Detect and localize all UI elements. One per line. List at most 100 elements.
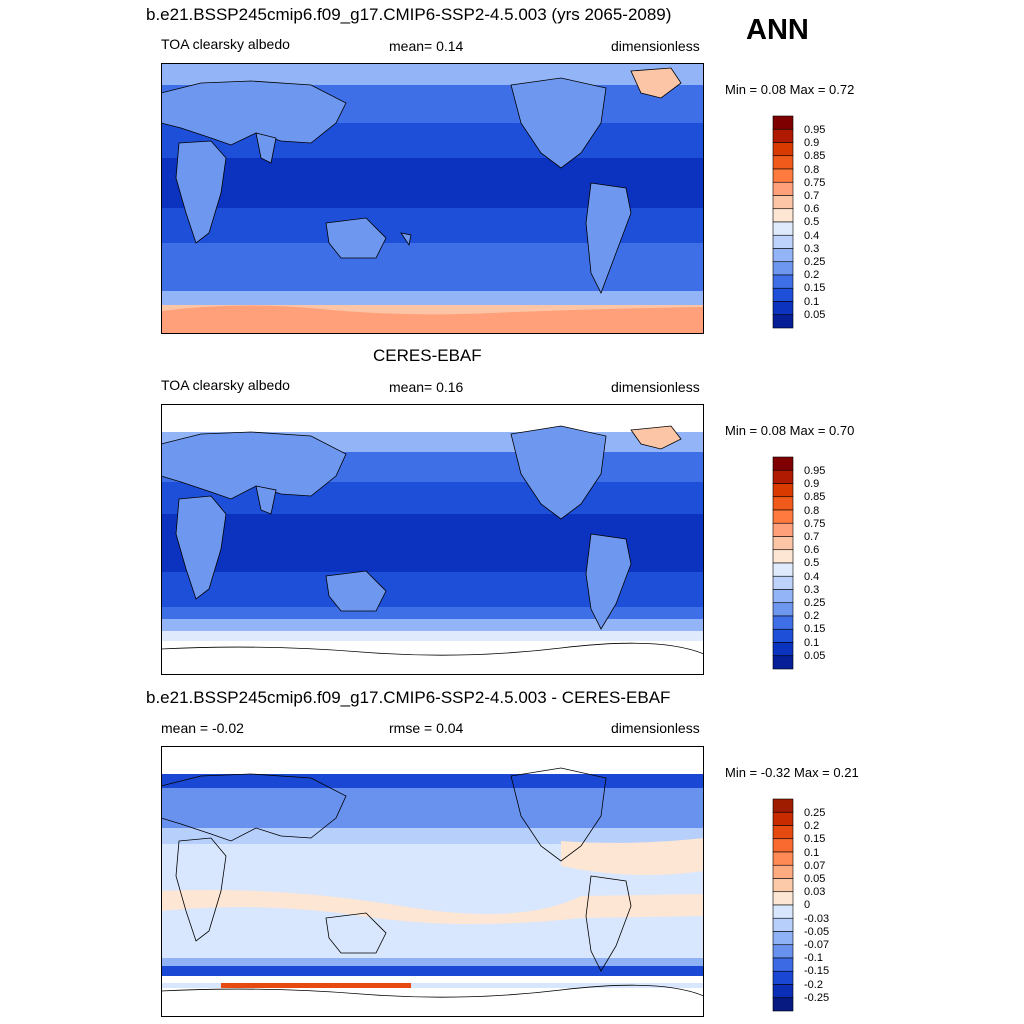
- colorbar-model-swatch: [772, 115, 794, 130]
- colorbar-model-swatch: [772, 208, 794, 223]
- colorbar-model-tick: 0.1: [804, 296, 820, 308]
- colorbar-model-swatch: [772, 181, 794, 196]
- colorbar-model-swatch: [772, 287, 794, 302]
- colorbar-model-tick: 0.9: [804, 137, 820, 149]
- panel3-rmse-label: rmse = 0.04: [389, 720, 464, 736]
- map-panel-model: [161, 63, 704, 334]
- colorbar-model-swatch: [772, 274, 794, 289]
- colorbar-diff-swatch: [772, 997, 794, 1012]
- plot-title-model: b.e21.BSSP245cmip6.f09_g17.CMIP6-SSP2-4.…: [146, 5, 672, 24]
- colorbar-diff-tick: 0.03: [804, 886, 826, 898]
- colorbar-model-tick: 0.85: [804, 150, 826, 162]
- colorbar-diff-swatch: [772, 811, 794, 826]
- colorbar-diff-tick: -0.07: [804, 939, 830, 951]
- colorbar-obs-swatch: [772, 469, 794, 484]
- colorbar-diff-tick: -0.03: [804, 913, 830, 925]
- colorbar-diff-swatch: [772, 984, 794, 999]
- colorbar-obs-swatch: [772, 536, 794, 551]
- colorbar-obs-tick: 0.3: [804, 584, 820, 596]
- colorbar-diff-swatch: [772, 878, 794, 893]
- colorbar-obs-swatch: [772, 562, 794, 577]
- colorbar-model-tick: 0.4: [804, 230, 820, 242]
- colorbar-obs-tick: 0.95: [804, 465, 826, 477]
- colorbar-model-swatches: [772, 115, 794, 329]
- colorbar-obs-swatch: [772, 522, 794, 537]
- colorbar-obs-tick: 0.8: [804, 505, 820, 517]
- colorbar-obs-swatch: [772, 509, 794, 524]
- colorbar-model-tick: 0.15: [804, 282, 826, 294]
- colorbar-obs-swatch: [772, 549, 794, 564]
- colorbar-model-tick: 0.3: [804, 243, 820, 255]
- colorbar-model-swatch: [772, 142, 794, 157]
- colorbar-diff-swatch: [772, 825, 794, 840]
- colorbar-model-swatch: [772, 234, 794, 249]
- colorbar-model-tick: 0.6: [804, 203, 820, 215]
- colorbar-obs-tick: 0.2: [804, 610, 820, 622]
- colorbar-obs-swatch: [772, 589, 794, 604]
- colorbar-diff-swatch: [772, 891, 794, 906]
- colorbar-obs-tick: 0.15: [804, 623, 826, 635]
- panel1-units-label: dimensionless: [611, 38, 700, 54]
- colorbar-diff-swatch: [772, 957, 794, 972]
- colorbar-diff-tick: 0.05: [804, 873, 826, 885]
- colorbar-model-tick: 0.7: [804, 190, 820, 202]
- colorbar-obs-swatch: [772, 615, 794, 630]
- colorbar-diff-tick: -0.05: [804, 926, 830, 938]
- colorbar-model-tick: 0.5: [804, 216, 820, 228]
- colorbar-obs-swatch: [772, 628, 794, 643]
- colorbar-obs-tick: 0.1: [804, 637, 820, 649]
- colorbar-model-swatch: [772, 155, 794, 170]
- colorbar-diff-tick: -0.1: [804, 952, 823, 964]
- panel2-minmax: Min = 0.08 Max = 0.70: [725, 423, 855, 438]
- colorbar-diff-tick: 0.2: [804, 820, 820, 832]
- colorbar-diff-swatch: [772, 838, 794, 853]
- plot-title-obs: CERES-EBAF: [373, 346, 482, 365]
- panel2-variable-label: TOA clearsky albedo: [161, 377, 290, 393]
- map-model: [161, 63, 704, 334]
- colorbar-obs-swatches: [772, 456, 794, 670]
- colorbar-model-tick: 0.75: [804, 177, 826, 189]
- season-label: ANN: [746, 14, 809, 46]
- colorbar-model-swatch: [772, 314, 794, 329]
- map-obs: [161, 404, 704, 675]
- colorbar-obs-swatch: [772, 483, 794, 498]
- colorbar-model-tick: 0.05: [804, 309, 826, 321]
- colorbar-diff-swatch: [772, 904, 794, 919]
- colorbar-obs-swatch: [772, 602, 794, 617]
- colorbar-obs-swatch: [772, 642, 794, 657]
- colorbar-model-swatch: [772, 261, 794, 276]
- plot-title-diff: b.e21.BSSP245cmip6.f09_g17.CMIP6-SSP2-4.…: [146, 688, 671, 707]
- colorbar-diff-swatch: [772, 944, 794, 959]
- colorbar-diff-swatch: [772, 798, 794, 813]
- colorbar-diff-swatch: [772, 917, 794, 932]
- colorbar-obs-swatch: [772, 456, 794, 471]
- colorbar-obs-swatch: [772, 575, 794, 590]
- colorbar-diff-tick: 0.07: [804, 860, 826, 872]
- map-panel-diff: [161, 746, 704, 1017]
- colorbar-diff-tick: -0.2: [804, 979, 823, 991]
- colorbar-diff-tick: -0.25: [804, 992, 830, 1004]
- colorbar-model-swatch: [772, 195, 794, 210]
- colorbar-obs-swatch: [772, 655, 794, 670]
- colorbar-model-tick: 0.95: [804, 124, 826, 136]
- colorbar-obs-tick: 0.05: [804, 650, 826, 662]
- colorbar-model-swatch: [772, 248, 794, 263]
- colorbar-model-swatch: [772, 168, 794, 183]
- panel3-mean-label: mean = -0.02: [161, 720, 244, 736]
- colorbar-model-swatch: [772, 301, 794, 316]
- colorbar-diff-swatch: [772, 864, 794, 879]
- colorbar-obs-tick: 0.85: [804, 491, 826, 503]
- colorbar-diff-tick: 0.25: [804, 807, 826, 819]
- colorbar-diff-swatch: [772, 970, 794, 985]
- colorbar-diff-swatch: [772, 851, 794, 866]
- colorbar-obs-tick: 0.25: [804, 597, 826, 609]
- colorbar-model-swatch: [772, 128, 794, 143]
- colorbar-obs-tick: 0.75: [804, 518, 826, 530]
- panel1-minmax: Min = 0.08 Max = 0.72: [725, 82, 855, 97]
- colorbar-obs-tick: 0.7: [804, 531, 820, 543]
- panel3-minmax: Min = -0.32 Max = 0.21: [725, 765, 859, 780]
- map-diff: [161, 746, 704, 1017]
- colorbar-obs-tick: 0.4: [804, 571, 820, 583]
- panel2-units-label: dimensionless: [611, 379, 700, 395]
- colorbar-model-tick: 0.25: [804, 256, 826, 268]
